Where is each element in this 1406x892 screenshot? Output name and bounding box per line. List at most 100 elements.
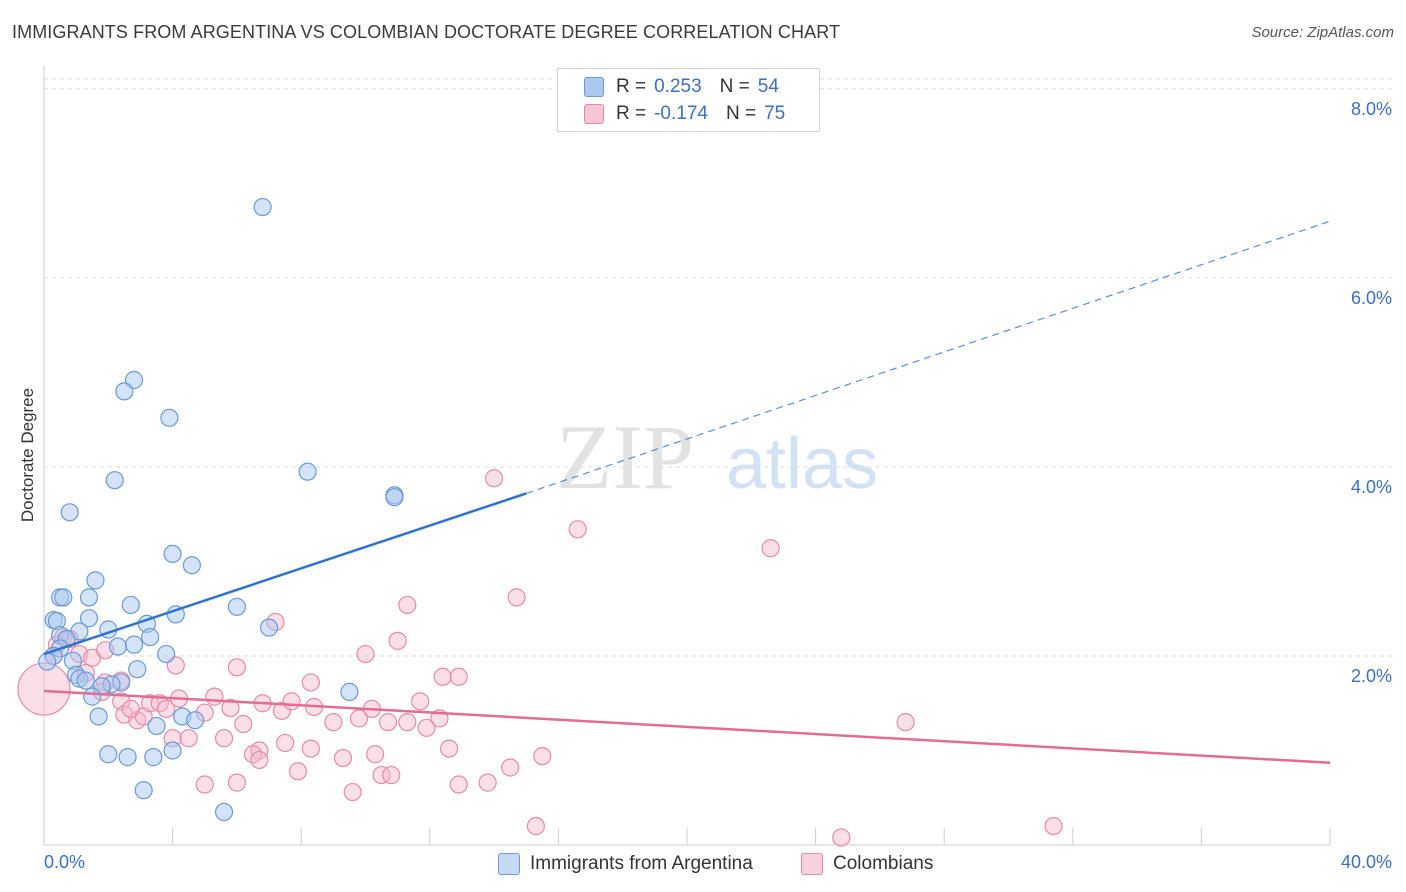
colombians-point <box>121 699 140 719</box>
series-swatch-pink <box>801 853 823 875</box>
colombians-point <box>533 747 552 766</box>
y-axis-label: Doctorate Degree <box>18 387 37 523</box>
watermark: ZIP atlas <box>556 406 878 508</box>
source-credit: Source: ZipAtlas.com <box>1251 24 1394 41</box>
argentina-point <box>54 588 73 607</box>
y-tick-label: 8.0% <box>1350 98 1392 119</box>
argentina-point <box>79 609 99 628</box>
legend-row-argentina: R = 0.253 N = 54 <box>584 75 779 99</box>
argentina-point <box>83 687 102 706</box>
argentina-point <box>298 462 317 481</box>
colombians-point <box>282 692 301 711</box>
colombians-point <box>485 469 504 488</box>
argentina-point <box>140 627 160 647</box>
colombians-point <box>417 718 436 737</box>
colombians-point <box>449 775 468 794</box>
colombians-point <box>205 687 224 706</box>
argentina-point <box>259 618 279 637</box>
argentina-point <box>227 597 246 616</box>
colombians-point <box>288 762 308 781</box>
argentina-point <box>144 748 163 767</box>
correlation-legend: R = 0.253 N = 54 R = -0.174 N = 75 <box>557 68 820 132</box>
colombians-point <box>333 748 353 768</box>
colombians-point <box>301 673 320 692</box>
argentina-point <box>79 588 99 607</box>
colombians-point <box>896 713 915 732</box>
gridlines <box>44 78 1392 657</box>
legend-r-value: -0.174 <box>654 103 708 124</box>
legend-swatch-pink <box>584 104 604 124</box>
colombians-point <box>221 698 240 718</box>
watermark-atlas: atlas <box>726 424 878 504</box>
series-legend-colombians: Colombians <box>801 852 933 876</box>
argentina-point <box>214 802 234 822</box>
series-name-argentina: Immigrants from Argentina <box>530 853 753 874</box>
colombians-trendline <box>43 689 1331 765</box>
argentina-point <box>134 781 153 800</box>
argentina-point <box>160 408 179 427</box>
colombians-point <box>366 745 385 764</box>
colombians-point <box>227 773 246 792</box>
colombians-point <box>507 588 526 607</box>
colombians-point <box>411 692 430 711</box>
argentina-point <box>108 637 128 656</box>
colombians-point <box>179 729 198 748</box>
argentina-point <box>105 471 124 490</box>
argentina-point <box>38 652 57 671</box>
series-name-colombians: Colombians <box>833 853 934 874</box>
colombians-point <box>378 713 398 732</box>
colombians-point <box>157 699 176 719</box>
colombians-point <box>449 667 468 686</box>
argentina-point <box>157 644 176 664</box>
argentina-point <box>128 660 147 679</box>
colombians-point <box>372 765 391 785</box>
argentina-point <box>124 635 144 654</box>
x-tick-label-max: 40.0% <box>1340 852 1392 872</box>
colombians-point <box>388 631 407 650</box>
trendlines <box>43 220 1331 765</box>
colombians-point <box>343 782 362 802</box>
y-tick-label: 2.0% <box>1350 665 1392 686</box>
colombians-point <box>234 714 253 734</box>
argentina-point <box>60 503 79 522</box>
legend-n-value: 54 <box>757 76 779 97</box>
argentina-point <box>340 682 359 701</box>
colombians-point <box>398 713 417 732</box>
colombians-point <box>501 758 520 777</box>
colombians-point <box>356 644 375 664</box>
colombians-point <box>832 828 851 847</box>
argentina-point <box>253 197 272 217</box>
colombians-point <box>439 739 459 758</box>
colombians-point <box>227 658 246 677</box>
colombians-point <box>568 520 587 539</box>
argentina-trendline <box>43 492 527 656</box>
colombians-point <box>526 816 545 836</box>
series-swatch-blue <box>498 853 520 875</box>
argentina-points <box>38 197 404 822</box>
legend-n-label: N = <box>725 103 757 124</box>
colombians-point <box>398 595 417 615</box>
argentina-point <box>99 745 118 764</box>
legend-swatch-blue <box>584 77 604 97</box>
x-tick-label-min: 0.0% <box>44 852 86 872</box>
colombians-points <box>17 469 1063 847</box>
colombians-point <box>17 662 71 716</box>
argentina-point <box>115 382 134 401</box>
colombians-point <box>761 539 780 558</box>
legend-n-label: N = <box>719 76 750 97</box>
legend-r-value: 0.253 <box>654 76 702 97</box>
argentina-point <box>186 711 205 730</box>
legend-row-colombians: R = -0.174 N = 75 <box>584 102 785 126</box>
colombians-point <box>1044 816 1063 836</box>
series-legend-argentina: Immigrants from Argentina <box>498 852 753 876</box>
chart-title: IMMIGRANTS FROM ARGENTINA VS COLOMBIAN D… <box>12 22 841 42</box>
argentina-point <box>86 571 105 590</box>
argentina-point <box>385 488 404 507</box>
y-tick-label: 4.0% <box>1350 476 1392 497</box>
argentina-point <box>163 544 182 564</box>
y-tick-label: 6.0% <box>1350 287 1392 308</box>
argentina-point <box>182 556 201 575</box>
legend-r-label: R = <box>616 103 647 124</box>
colombians-point <box>433 667 452 686</box>
